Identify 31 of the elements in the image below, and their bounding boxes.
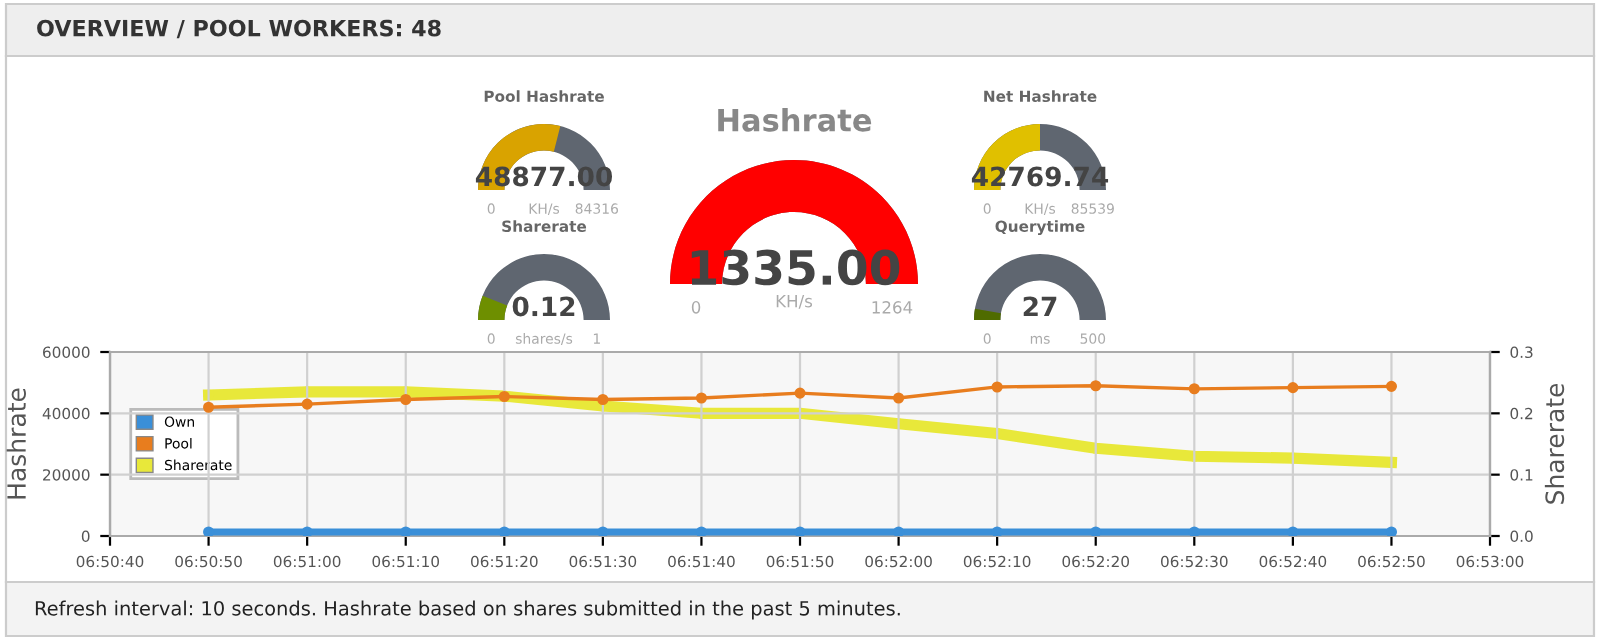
point — [1188, 526, 1200, 536]
point — [893, 392, 905, 404]
point — [794, 526, 806, 536]
data-label: 27 — [1023, 296, 1057, 317]
point — [1090, 380, 1102, 392]
point — [1090, 526, 1102, 536]
point — [498, 526, 510, 536]
point — [1385, 380, 1398, 392]
text: 0 — [691, 301, 701, 314]
point — [400, 526, 412, 536]
y2-axis-title: Sharerate — [1544, 383, 1565, 504]
data-label: 0.12 — [512, 296, 575, 317]
text: OVERVIEW / POOL WORKERS: 48 — [37, 19, 441, 39]
point — [1287, 382, 1299, 394]
point — [203, 401, 215, 413]
point — [400, 393, 412, 406]
point — [991, 381, 1003, 393]
text: KH/s — [776, 295, 813, 309]
point — [794, 387, 806, 399]
point — [991, 526, 1003, 536]
point — [597, 526, 609, 536]
point — [1287, 526, 1299, 536]
text: 1264 — [872, 301, 913, 314]
point — [301, 398, 313, 410]
text: Refresh interval: 10 seconds. Hashrate based on shares submitted in the past 5 minutes. — [35, 600, 900, 620]
point — [597, 393, 609, 406]
text: Hashrate — [718, 108, 872, 132]
y-axis-title: Hashrate — [6, 388, 26, 499]
point — [1188, 383, 1200, 395]
point — [695, 392, 707, 404]
point — [301, 526, 313, 536]
